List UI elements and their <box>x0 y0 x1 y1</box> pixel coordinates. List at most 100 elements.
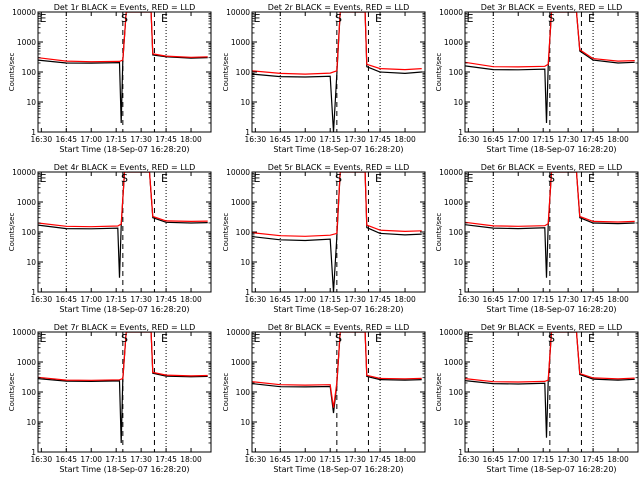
x-axis-label: Start Time (18-Sep-07 16:28:20) <box>486 305 616 314</box>
y-axis-label: Counts/sec <box>435 53 443 92</box>
x-tick-label: 17:45 <box>369 135 391 144</box>
y-tick-label: 10 <box>26 258 36 267</box>
x-tick-label: 17:45 <box>155 455 177 464</box>
event-marker-e-left: E <box>40 172 47 185</box>
x-tick-label: 17:00 <box>80 455 102 464</box>
x-tick-label: 17:00 <box>294 135 316 144</box>
y-tick-label: 1 <box>245 128 250 137</box>
y-tick-label: 10 <box>240 98 250 107</box>
x-tick-label: 16:30 <box>458 455 480 464</box>
series-line-lld <box>252 172 422 237</box>
event-marker-s: S <box>121 332 128 345</box>
x-axis-label: Start Time (18-Sep-07 16:28:20) <box>486 465 616 474</box>
series-group <box>38 12 208 124</box>
x-tick-label: 17:00 <box>507 295 529 304</box>
y-tick-label: 1000 <box>231 358 250 367</box>
series-line-lld <box>38 12 208 63</box>
series-line-lld <box>38 172 208 228</box>
event-marker-e-left: E <box>40 332 47 345</box>
series-group <box>252 332 422 414</box>
x-tick-label: 16:45 <box>482 295 504 304</box>
y-tick-label: 100 <box>22 388 37 397</box>
series-line-events <box>38 172 208 278</box>
y-tick-label: 1000 <box>444 198 463 207</box>
y-tick-label: 10000 <box>12 8 36 17</box>
x-tick-label: 17:30 <box>344 455 366 464</box>
x-tick-label: 16:30 <box>458 135 480 144</box>
x-tick-label: 16:30 <box>31 295 53 304</box>
y-tick-label: 1000 <box>17 38 36 47</box>
series-line-lld <box>465 172 635 227</box>
series-line-lld <box>465 332 635 383</box>
plot-frame <box>37 171 212 293</box>
series-line-lld <box>252 332 422 408</box>
x-tick-label: 17:45 <box>582 455 604 464</box>
x-tick-label: 17:00 <box>507 135 529 144</box>
x-tick-label: 17:45 <box>155 135 177 144</box>
y-tick-label: 10000 <box>226 328 250 337</box>
y-tick-label: 10 <box>240 258 250 267</box>
chart-title: Det 1r BLACK = Events, RED = LLD <box>54 3 196 12</box>
series-line-lld <box>465 12 635 68</box>
event-marker-e: E <box>588 12 595 25</box>
x-tick-label: 17:15 <box>319 135 341 144</box>
y-tick-label: 1000 <box>231 38 250 47</box>
x-tick-label: 18:00 <box>607 295 629 304</box>
event-marker-e-left: E <box>254 12 261 25</box>
chart-title: Det 8r BLACK = Events, RED = LLD <box>268 323 410 332</box>
y-axis-label: Counts/sec <box>222 373 230 412</box>
event-marker-e: E <box>375 332 382 345</box>
event-marker-s: S <box>335 12 342 25</box>
y-tick-label: 10 <box>453 258 463 267</box>
event-marker-e: E <box>161 12 168 25</box>
plot-frame <box>464 331 639 453</box>
y-tick-label: 10 <box>240 418 250 427</box>
plot-frame <box>464 11 639 133</box>
y-tick-label: 1 <box>31 128 36 137</box>
event-marker-e-left: E <box>254 172 261 185</box>
x-tick-label: 17:15 <box>532 455 554 464</box>
x-tick-label: 16:45 <box>55 455 77 464</box>
x-tick-label: 17:30 <box>557 455 579 464</box>
event-marker-s: S <box>335 332 342 345</box>
y-tick-label: 10 <box>26 418 36 427</box>
series-group <box>252 12 422 132</box>
y-axis-label: Counts/sec <box>435 373 443 412</box>
event-marker-e-left: E <box>40 12 47 25</box>
x-tick-label: 17:45 <box>369 455 391 464</box>
plot-frame <box>251 171 426 293</box>
event-marker-e: E <box>588 172 595 185</box>
x-tick-label: 18:00 <box>180 455 202 464</box>
y-axis-label: Counts/sec <box>8 213 16 252</box>
y-tick-label: 1 <box>458 288 463 297</box>
x-tick-label: 16:30 <box>458 295 480 304</box>
y-tick-label: 1000 <box>17 198 36 207</box>
y-tick-label: 100 <box>449 228 464 237</box>
x-tick-label: 17:00 <box>80 295 102 304</box>
y-tick-label: 100 <box>22 68 37 77</box>
x-tick-label: 17:15 <box>105 135 127 144</box>
x-tick-label: 16:45 <box>55 295 77 304</box>
y-axis-label: Counts/sec <box>222 213 230 252</box>
series-group <box>465 332 635 438</box>
x-tick-label: 17:30 <box>130 135 152 144</box>
x-tick-label: 17:30 <box>344 135 366 144</box>
chart-title: Det 6r BLACK = Events, RED = LLD <box>481 163 623 172</box>
y-tick-label: 1 <box>31 288 36 297</box>
y-axis-label: Counts/sec <box>8 373 16 412</box>
event-marker-e: E <box>161 332 168 345</box>
chart-title: Det 7r BLACK = Events, RED = LLD <box>54 323 196 332</box>
event-marker-s: S <box>548 332 555 345</box>
x-tick-label: 16:45 <box>269 295 291 304</box>
x-tick-label: 17:30 <box>557 135 579 144</box>
x-tick-label: 17:15 <box>105 295 127 304</box>
x-tick-label: 17:30 <box>344 295 366 304</box>
x-tick-label: 16:30 <box>31 135 53 144</box>
y-axis-label: Counts/sec <box>435 213 443 252</box>
y-tick-label: 1 <box>458 448 463 457</box>
chart-title: Det 3r BLACK = Events, RED = LLD <box>481 3 623 12</box>
